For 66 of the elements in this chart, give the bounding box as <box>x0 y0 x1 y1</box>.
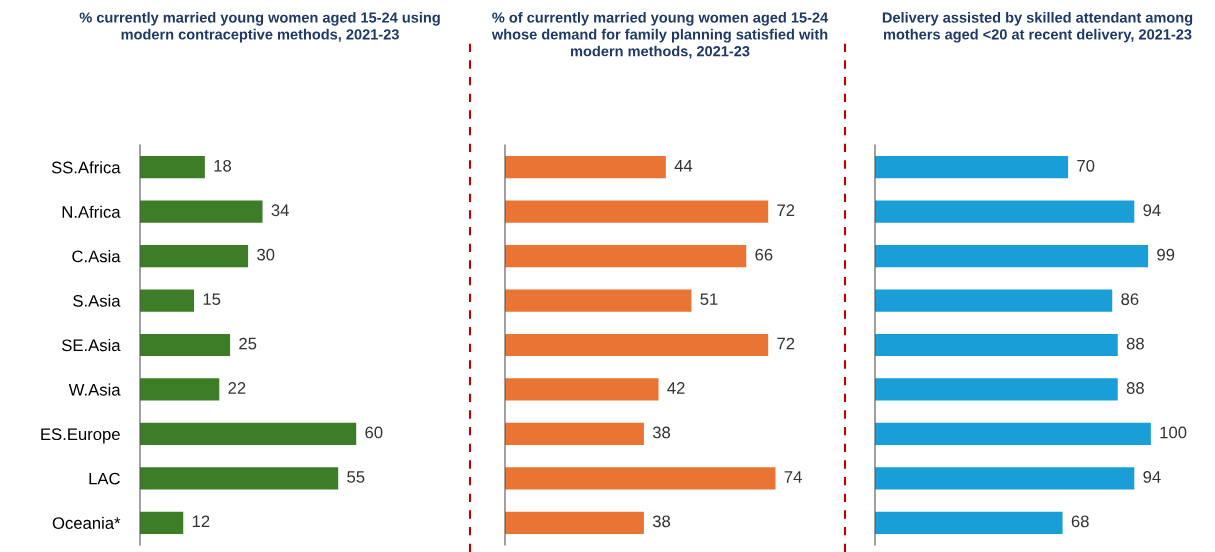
bar <box>140 378 220 401</box>
bar <box>140 200 263 223</box>
y-tick-label: LAC <box>89 472 120 485</box>
bar <box>140 511 184 534</box>
bar <box>875 467 1135 490</box>
data-label: 38 <box>652 515 671 528</box>
bar <box>875 511 1063 534</box>
bar <box>875 378 1118 401</box>
y-tick-label: N.Africa <box>62 205 121 218</box>
y-tick-label: SE.Asia <box>62 338 121 352</box>
bar <box>505 289 692 312</box>
data-label: 94 <box>1143 471 1161 483</box>
data-label: 30 <box>257 248 275 261</box>
bar <box>505 467 776 490</box>
bar <box>875 422 1151 445</box>
bar <box>875 200 1135 223</box>
y-tick-label: SS.Africa <box>51 161 121 174</box>
data-label: 60 <box>365 426 383 439</box>
bar <box>505 422 644 445</box>
data-label: 72 <box>777 337 795 350</box>
bar <box>875 156 1069 179</box>
chart-title: Delivery assisted by skilled attendant among mothers aged <20 at recent delivery, 2021-23 <box>882 12 1193 43</box>
data-label: 100 <box>1160 426 1187 439</box>
y-tick-label: W.Asia <box>68 383 121 396</box>
data-label: 99 <box>1157 248 1175 261</box>
bar <box>875 245 1149 268</box>
y-tick-label: ES.Europe <box>41 428 120 444</box>
bar <box>505 333 769 357</box>
data-label: 22 <box>228 382 246 394</box>
bar <box>140 289 195 312</box>
y-tick-label: Oceania* <box>52 516 121 529</box>
data-label: 74 <box>784 471 802 483</box>
data-label: 86 <box>1121 293 1139 306</box>
y-tick-label: C.Asia <box>72 250 121 263</box>
data-label: 88 <box>1126 337 1144 350</box>
y-tick-label: S.Asia <box>73 294 121 307</box>
data-label: 42 <box>667 382 685 394</box>
data-label: 66 <box>755 248 773 261</box>
data-label: 12 <box>192 515 210 528</box>
data-label: 72 <box>777 204 795 216</box>
data-label: 51 <box>700 293 718 306</box>
chart-title: % of currently married young women aged 15-24 whose demand for family planning satisfied with modern methods, 2021-23 <box>491 12 829 59</box>
data-label: 70 <box>1077 159 1095 172</box>
bar <box>505 245 747 268</box>
bar <box>140 333 231 357</box>
chart-title: % currently married young women aged 15-24 using modern contraceptive methods, 2021-23 <box>79 12 440 43</box>
bar <box>875 333 1118 357</box>
data-label: 94 <box>1143 204 1161 217</box>
data-label: 55 <box>347 471 365 483</box>
bar <box>875 289 1113 312</box>
data-label: 44 <box>674 160 693 172</box>
data-label: 15 <box>203 293 221 306</box>
bar <box>140 467 339 490</box>
data-label: 68 <box>1071 515 1089 528</box>
bar <box>140 422 357 445</box>
data-label: 25 <box>239 337 257 350</box>
data-label: 38 <box>652 426 671 439</box>
bar <box>505 378 659 401</box>
bar <box>140 156 205 179</box>
data-label: 34 <box>271 204 289 217</box>
data-label: 88 <box>1126 382 1144 394</box>
bar <box>140 245 249 268</box>
data-label: 18 <box>214 159 232 172</box>
bar <box>505 156 666 179</box>
bar <box>505 200 769 223</box>
bar <box>505 511 644 534</box>
